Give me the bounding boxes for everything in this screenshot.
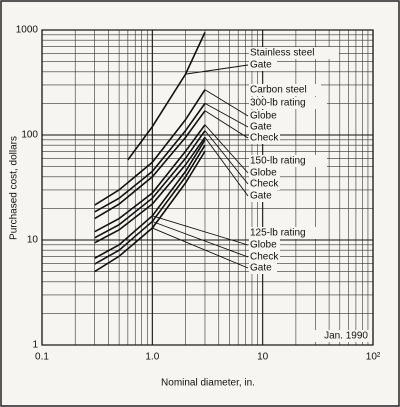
series-label: Check (250, 252, 279, 263)
x-tick-label: 0.1 (35, 352, 49, 363)
label-bg (249, 190, 277, 202)
y-tick-label: 1 (32, 340, 38, 351)
label-bg (249, 262, 277, 274)
leader-line (152, 215, 249, 246)
label-bg (249, 155, 327, 167)
y-tick-label: 1000 (16, 25, 39, 36)
label-bg (249, 227, 327, 239)
series-line (94, 144, 206, 265)
leader-line (204, 102, 249, 128)
leader-line (185, 64, 249, 75)
series-label: Check (250, 133, 279, 144)
annotation: 300-lb rating (250, 98, 306, 109)
label-bg (249, 59, 277, 71)
series-label: Globe (250, 168, 277, 179)
series-line (94, 124, 206, 233)
series-label: Gate (250, 122, 272, 133)
leader-line (204, 137, 249, 197)
x-tick-label: 10 (257, 352, 269, 363)
leader-line (204, 130, 249, 185)
series-label: Globe (250, 240, 277, 251)
series-line (94, 139, 206, 259)
series-line (94, 102, 206, 213)
series-label: Check (250, 179, 279, 190)
leader-line (204, 89, 249, 117)
annotation: 150-lb rating (250, 156, 306, 167)
label-bg (249, 84, 321, 96)
x-tick-label: 10² (366, 352, 381, 363)
x-axis-label: Nominal diameter, in. (161, 378, 255, 389)
leader-line (204, 124, 249, 174)
series-label: Gate (250, 191, 272, 202)
series-line (94, 89, 206, 206)
series-line (94, 110, 206, 220)
label-bg (249, 251, 280, 263)
series-line (127, 32, 206, 161)
label-bg (315, 330, 369, 342)
leader-line (204, 110, 249, 139)
y-tick-label: 100 (21, 130, 38, 141)
annotation: Carbon steel (250, 85, 307, 96)
annotation: Jan. 1990 (324, 331, 368, 342)
label-bg (249, 132, 280, 144)
series-line (94, 136, 206, 244)
x-tick-label: 1.0 (145, 352, 159, 363)
label-bg (249, 47, 339, 59)
annotation: Stainless steel (250, 48, 314, 59)
label-bg (249, 167, 280, 179)
label-bg (249, 121, 277, 133)
series-label: Globe (250, 111, 277, 122)
series-label: Gate (250, 60, 272, 71)
series-label: Gate (250, 263, 272, 274)
label-bg (249, 97, 327, 109)
label-bg (249, 178, 280, 190)
y-axis-label: Purchased cost, dollars (9, 136, 20, 240)
annotation: 125-lb rating (250, 228, 306, 239)
label-bg (249, 239, 280, 251)
leader-line (152, 227, 249, 269)
series-line (94, 150, 206, 273)
label-bg (249, 110, 280, 122)
y-tick-label: 10 (27, 235, 39, 246)
series-line (94, 130, 206, 239)
leader-line (152, 221, 249, 258)
